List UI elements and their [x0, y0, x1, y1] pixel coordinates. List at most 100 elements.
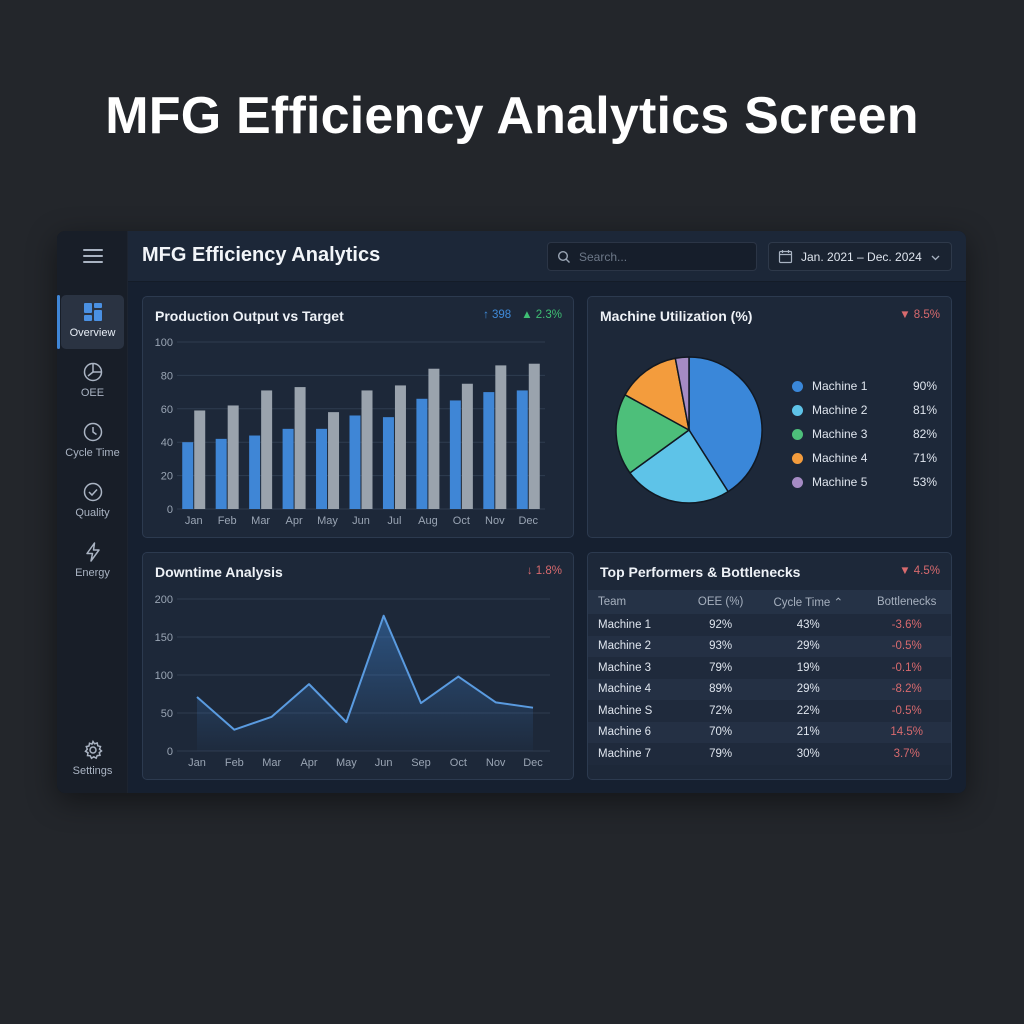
downtime-area-chart: 0 50 100 150 200 Jan Feb Mar Apr May Jun Sep Oct Nov D… [155, 594, 550, 769]
pie-slice[interactable] [615, 393, 691, 474]
hamburger-menu-icon[interactable] [83, 249, 103, 265]
active-indicator [57, 295, 60, 349]
sidebar-item-cycle-time[interactable]: Cycle Time [61, 415, 124, 469]
output-bar[interactable] [249, 435, 261, 509]
x-tick-label: Jun [352, 515, 370, 527]
cell-team: Machine 2 [588, 635, 687, 657]
sidebar-item-quality[interactable]: Quality [61, 475, 124, 529]
legend-item[interactable]: Machine 3 82% [792, 422, 937, 446]
cell-cycle-time: 43% [755, 614, 862, 636]
search-box[interactable] [547, 242, 757, 271]
table-row[interactable]: Machine 6 70% 21% 14.5% [588, 721, 951, 743]
table-row[interactable]: Machine 4 89% 29% -8.2% [588, 678, 951, 700]
column-header-oee[interactable]: OEE (%) [686, 590, 756, 614]
calendar-icon [778, 250, 793, 264]
y-tick-label: 150 [155, 632, 173, 644]
x-tick-label: Feb [225, 757, 244, 769]
output-bar[interactable] [316, 428, 328, 509]
target-bar[interactable] [261, 390, 273, 509]
sidebar-item-settings[interactable]: Settings [61, 733, 124, 787]
output-percent-change: ▲ 2.3% [521, 309, 562, 321]
date-range-label: Jan. 2021 – Dec. 2024 [801, 249, 922, 264]
cell-cycle-time: 29% [755, 635, 862, 657]
output-bar[interactable] [483, 392, 495, 509]
output-delta: ↑ 398 [483, 309, 512, 321]
target-bar[interactable] [328, 412, 340, 509]
sidebar-item-oee[interactable]: OEE [61, 355, 124, 409]
target-bar[interactable] [294, 387, 306, 509]
column-header-cycle-time[interactable]: Cycle Time ⌃ [755, 590, 862, 614]
top-bar: MFG Efficiency Analytics Jan. 2021 – Dec… [128, 231, 966, 282]
target-bar[interactable] [528, 363, 540, 509]
legend-value: 90% [912, 379, 937, 393]
target-bar[interactable] [194, 410, 206, 509]
area-fill [197, 615, 533, 751]
target-bar[interactable] [361, 390, 373, 509]
x-tick-label: Dec [523, 757, 543, 769]
cell-cycle-time: 19% [755, 657, 862, 679]
target-bar[interactable] [394, 385, 406, 509]
table-row[interactable]: Machine 2 93% 29% -0.5% [588, 635, 951, 657]
downtime-line[interactable] [196, 614, 534, 731]
cell-bottlenecks: 3.7% [861, 743, 951, 765]
target-bar[interactable] [495, 365, 507, 509]
pie-slice[interactable] [628, 428, 730, 504]
app-title: MFG Efficiency Analytics [142, 244, 381, 266]
table-header-row: Team OEE (%) Cycle Time ⌃ Bottlenecks [588, 590, 951, 614]
legend-item[interactable]: Machine 2 81% [792, 398, 937, 422]
main-content: MFG Efficiency Analytics Jan. 2021 – Dec… [128, 231, 966, 793]
legend-item[interactable]: Machine 5 53% [792, 470, 937, 494]
output-bar[interactable] [416, 398, 428, 509]
output-bar[interactable] [516, 390, 528, 509]
sidebar-item-overview[interactable]: Overview [57, 295, 124, 349]
legend-label: Machine 4 [812, 451, 868, 465]
sidebar-item-label: Energy [75, 567, 110, 579]
search-icon [557, 250, 570, 263]
gear-icon [83, 739, 103, 760]
target-bar[interactable] [461, 383, 473, 509]
search-input[interactable] [579, 249, 749, 264]
cell-cycle-time: 21% [755, 721, 862, 743]
output-bar[interactable] [449, 400, 461, 509]
hero-title: MFG Efficiency Analytics Screen [105, 87, 919, 145]
pie-slice[interactable] [674, 356, 690, 431]
x-tick-label: Apr [286, 515, 303, 527]
table-row[interactable]: Machine S 72% 22% -0.5% [588, 700, 951, 722]
legend-item[interactable]: Machine 4 71% [792, 446, 937, 470]
column-header-bottlenecks[interactable]: Bottlenecks [861, 590, 951, 614]
table-row[interactable]: Machine 7 79% 30% 3.7% [588, 743, 951, 765]
x-tick-label: May [336, 757, 357, 769]
target-bar[interactable] [428, 368, 440, 509]
table-row[interactable]: Machine 3 79% 19% -0.1% [588, 657, 951, 679]
card-title: Downtime Analysis [155, 564, 283, 580]
output-bar[interactable] [382, 417, 394, 509]
utilization-change: ▼ 8.5% [899, 309, 940, 321]
x-tick-label: Mar [251, 515, 270, 527]
output-bar[interactable] [349, 415, 361, 509]
cell-oee: 89% [686, 678, 756, 700]
pie-slice[interactable] [624, 357, 691, 432]
sidebar: Overview OEE Cycle Time Quality [57, 231, 128, 793]
x-tick-label: Jun [375, 757, 393, 769]
output-bar[interactable] [215, 438, 227, 509]
cell-oee: 70% [686, 721, 756, 743]
cell-cycle-time: 29% [755, 678, 862, 700]
card-badge: ↓ 1.8% [527, 565, 562, 577]
x-tick-label: Oct [453, 515, 470, 527]
table-row[interactable]: Machine 1 92% 43% -3.6% [588, 614, 951, 636]
machine-utilization-card: Machine Utilization (%) ▼ 8.5% Machine 1… [587, 296, 952, 538]
production-output-card: Production Output vs Target ↑ 398 ▲ 2.3%… [142, 296, 574, 538]
x-tick-label: Jan [185, 515, 203, 527]
card-title: Machine Utilization (%) [600, 308, 753, 324]
output-bar[interactable] [282, 428, 294, 509]
date-range-picker[interactable]: Jan. 2021 – Dec. 2024 [768, 242, 952, 271]
x-tick-label: Jan [188, 757, 206, 769]
legend-label: Machine 3 [812, 427, 868, 441]
chevron-down-icon [931, 255, 940, 261]
sidebar-item-energy[interactable]: Energy [61, 535, 124, 589]
column-header-team[interactable]: Team [588, 590, 687, 614]
y-tick-label: 40 [161, 437, 173, 449]
legend-item[interactable]: Machine 1 90% [792, 374, 937, 398]
output-bar[interactable] [182, 442, 194, 509]
target-bar[interactable] [227, 405, 239, 509]
